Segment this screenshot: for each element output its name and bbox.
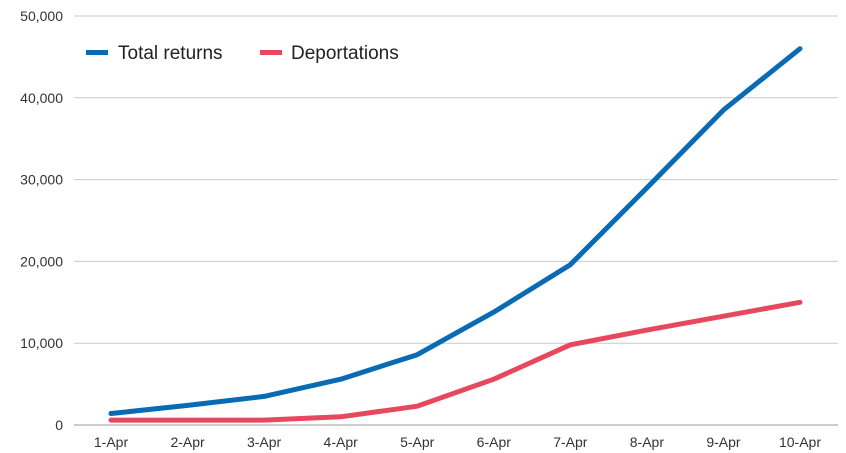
- series-lines: [108, 46, 803, 423]
- y-tick-label: 0: [55, 417, 63, 433]
- x-tick-label: 6-Apr: [477, 434, 512, 450]
- x-axis-tick-labels: 1-Apr 2-Apr 3-Apr 4-Apr 5-Apr 6-Apr 7-Apr 8-Apr…: [94, 434, 821, 450]
- x-tick-label: 3-Apr: [247, 434, 282, 450]
- x-tick-label: 9-Apr: [706, 434, 741, 450]
- x-tick-label: 1-Apr: [94, 434, 129, 450]
- x-tick-label: 8-Apr: [630, 434, 665, 450]
- x-tick-label: 4-Apr: [324, 434, 359, 450]
- y-tick-label: 40,000: [20, 90, 63, 106]
- legend-swatch: [260, 50, 282, 55]
- legend-swatch: [86, 50, 108, 55]
- y-axis-tick-labels: 0 10,000 20,000 30,000 40,000 50,000: [20, 8, 63, 433]
- series-line-total-returns: [108, 46, 803, 416]
- legend-label: Deportations: [291, 43, 399, 64]
- legend: Total returns Deportations: [86, 43, 399, 64]
- legend-label: Total returns: [118, 43, 223, 64]
- y-tick-label: 10,000: [20, 335, 63, 351]
- y-tick-label: 30,000: [20, 172, 63, 188]
- gridlines: [74, 15, 838, 426]
- y-tick-label: 50,000: [20, 8, 63, 24]
- series-line-deportations: [108, 299, 803, 423]
- x-tick-label: 5-Apr: [400, 434, 435, 450]
- x-tick-label: 2-Apr: [170, 434, 205, 450]
- y-tick-label: 20,000: [20, 253, 63, 269]
- x-tick-label: 7-Apr: [553, 434, 588, 450]
- x-tick-label: 10-Apr: [779, 434, 821, 450]
